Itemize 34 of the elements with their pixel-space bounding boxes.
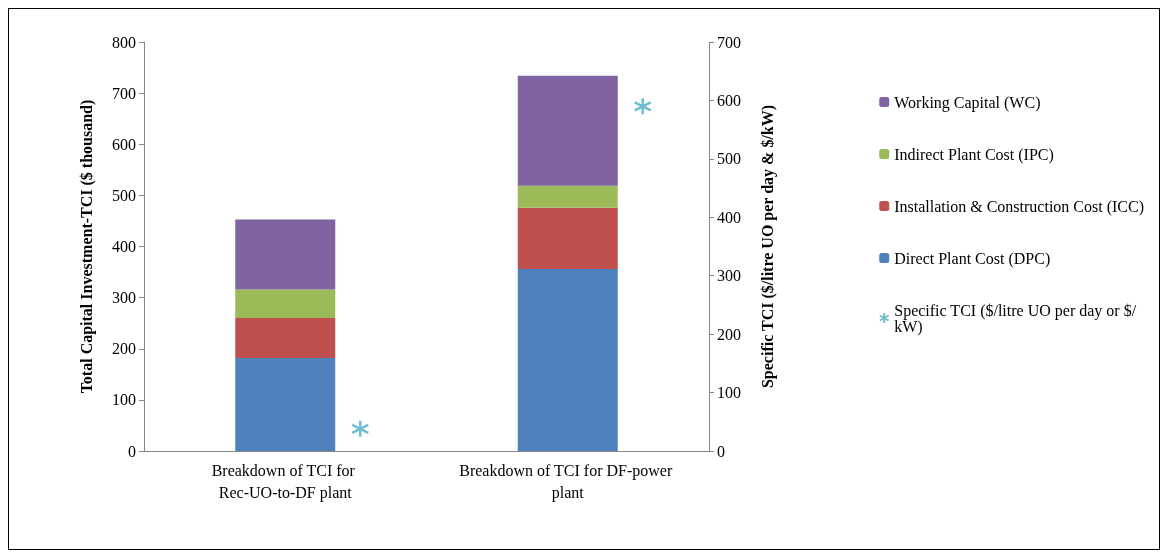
bar [235,289,336,319]
legend-label: Specific TCI ($/litre UO per day or $/kW) [894,301,1137,336]
bar [235,219,336,290]
y2-axis-title: Specific TCI ($/litre UO per day & $/kW) [758,104,777,389]
y-tick-label: 200 [112,340,136,358]
y2-tick-label: 300 [717,267,741,285]
bar [517,75,618,186]
y2-tick-label: 200 [717,325,741,343]
y-tick-label: 500 [112,186,136,204]
y-tick-label: 700 [112,84,136,102]
y-tick-label: 400 [112,238,136,255]
x-tick-label: Breakdown of TCI for DF-power plant [459,461,677,502]
y2-tick-label: 100 [717,384,741,402]
x-tick-label: Breakdown of TCI for Rec-UO-to-DF plant [211,461,359,502]
y-axis-title: Total Capital Investment-TCI ($ thousand) [77,99,96,394]
y-tick-label: 300 [112,289,136,307]
bar [235,357,336,451]
legend-label: Indirect Plant Cost (IPC) [894,145,1054,164]
y2-tick-label: 700 [717,33,741,51]
bar [235,318,336,358]
legend-label: Direct Plant Cost (DPC) [894,249,1051,268]
bar [517,207,618,269]
y2-tick-label: 500 [717,150,741,168]
bar [517,269,618,451]
y-tick-label: 600 [112,135,136,153]
y2-tick-label: 600 [717,91,741,109]
bar [517,185,618,208]
legend-label: Working Capital (WC) [894,93,1041,112]
y-tick-label: 100 [112,391,136,409]
y-tick-label: 800 [112,33,136,51]
y2-tick-label: 0 [717,442,725,460]
y-tick-label: 0 [128,442,136,460]
y2-tick-label: 400 [717,208,741,226]
legend-label: Installation & Construction Cost (ICC) [894,197,1144,216]
